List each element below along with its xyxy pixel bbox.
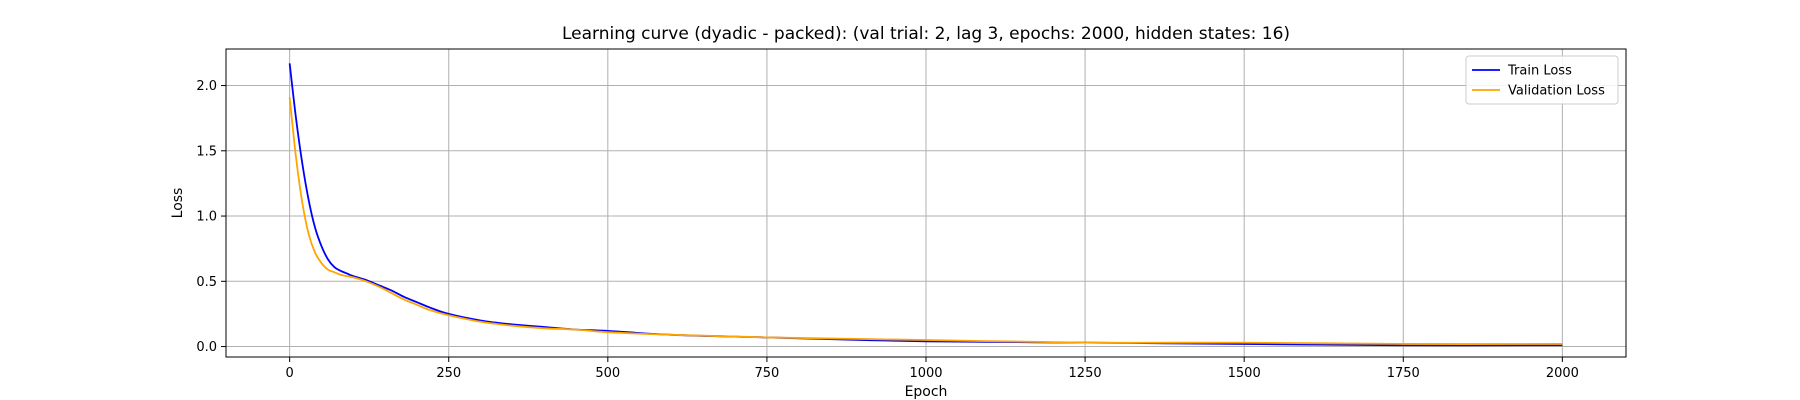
x-tick-label: 1250 [1069, 366, 1102, 381]
tick-layer: 0 250 500 750 1000 1250 1500 1750 2000 0.0 0.5 1.0 1… [196, 79, 1579, 381]
series-layer [288, 63, 1563, 347]
x-tick-label: 1000 [909, 366, 942, 381]
y-tick-label: 1.5 [196, 144, 217, 159]
x-tick-label: 1500 [1228, 366, 1261, 381]
y-tick-label: 0.0 [196, 340, 217, 355]
y-tick-label: 1.0 [196, 210, 217, 225]
x-tick-label: 2000 [1546, 366, 1579, 381]
y-tick-label: 0.5 [196, 275, 217, 290]
x-tick-label: 1750 [1387, 366, 1420, 381]
legend: Train Loss Validation Loss [1465, 55, 1619, 105]
y-axis-label: Loss [170, 188, 186, 219]
x-tick-label: 250 [436, 366, 461, 381]
x-tick-label: 0 [285, 366, 293, 381]
legend-box [1465, 55, 1619, 105]
chart-title: Learning curve (dyadic - packed): (val t… [562, 24, 1290, 44]
legend-train-label: Train Loss [1507, 64, 1572, 79]
y-tick-label: 2.0 [196, 79, 217, 94]
legend-validation-label: Validation Loss [1508, 84, 1605, 99]
x-tick-label: 750 [754, 366, 779, 381]
x-tick-label: 500 [595, 366, 620, 381]
grid-layer [226, 49, 1626, 357]
x-axis-label: Epoch [905, 384, 948, 400]
validation-loss-line [288, 97, 1563, 345]
